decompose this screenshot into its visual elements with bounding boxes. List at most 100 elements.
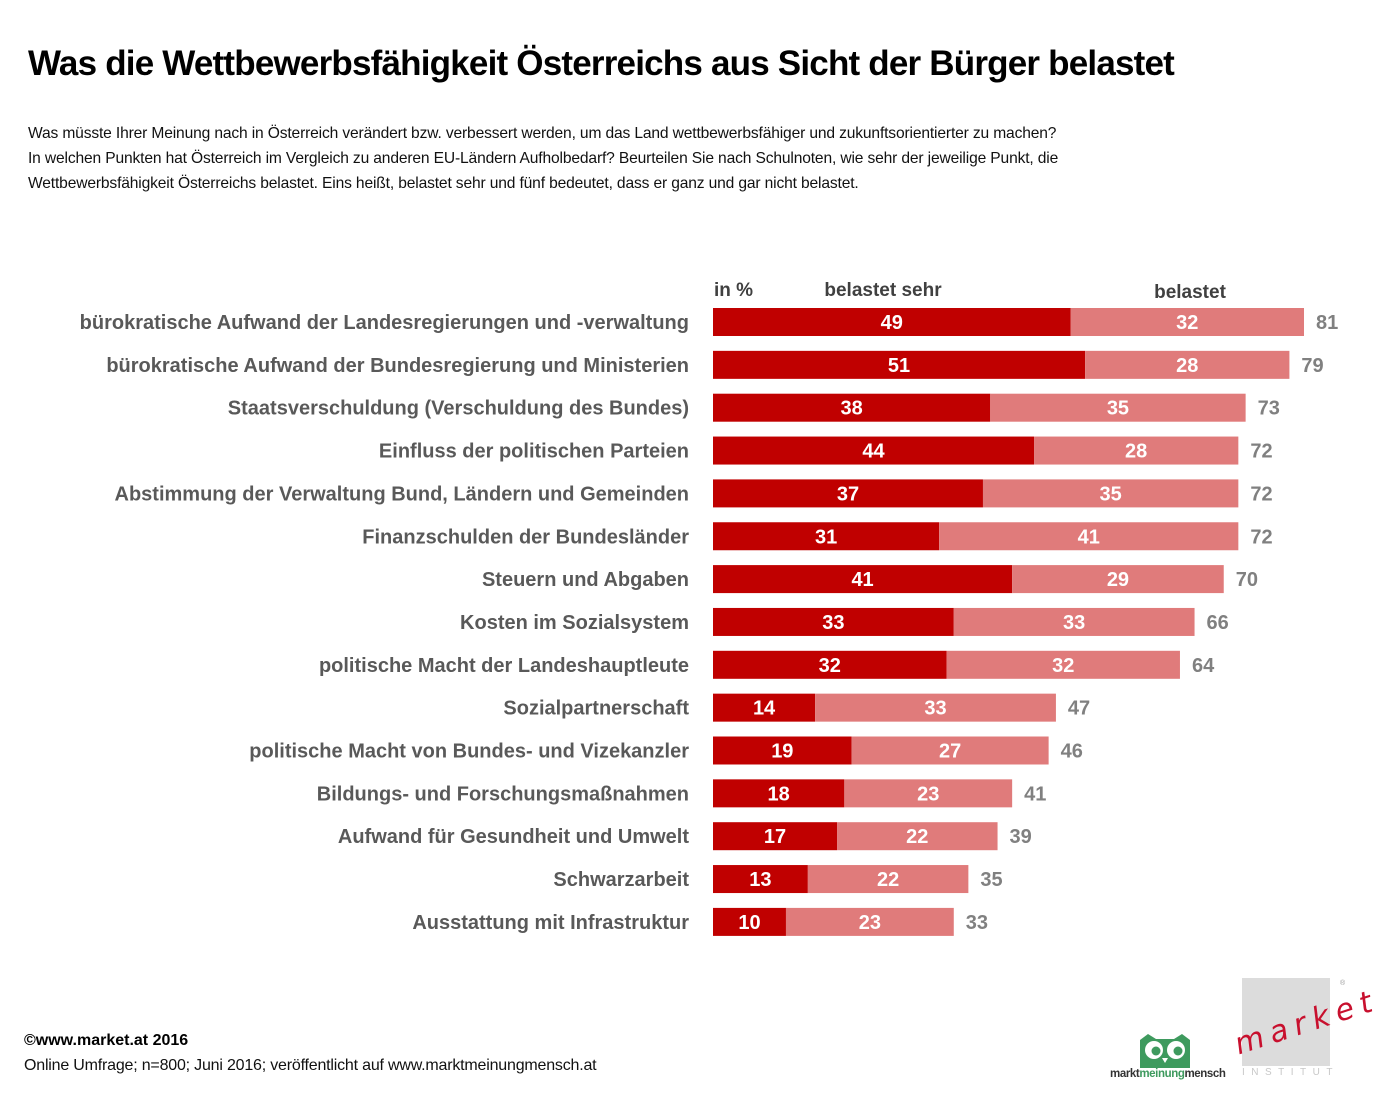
data-label-belastet-sehr: 38 (841, 398, 863, 420)
data-label-belastet: 28 (1176, 355, 1198, 377)
category-label: Schwarzarbeit (553, 869, 689, 891)
bar-belastet-sehr (713, 822, 838, 851)
data-label-total: 64 (1192, 655, 1215, 677)
bar-belastet (990, 393, 1246, 422)
bar-belastet-sehr (713, 522, 940, 551)
institut-label: INSTITUT (1242, 1067, 1339, 1078)
marktmeinungmensch-logo: marktmeinungmensch (1110, 1030, 1230, 1085)
data-label-belastet-sehr: 31 (815, 526, 837, 548)
market-institut-logo: market ® INSTITUT (1230, 975, 1383, 1085)
mmm-suffix: mensch (1184, 1068, 1226, 1080)
bar-belastet (946, 650, 1180, 679)
data-label-belastet-sehr: 19 (771, 741, 793, 763)
data-label-belastet: 35 (1100, 483, 1122, 505)
bar-belastet-sehr (713, 736, 852, 765)
data-label-belastet-sehr: 51 (888, 355, 910, 377)
data-label-belastet-sehr: 33 (822, 612, 844, 634)
legend-belastet: belastet (1154, 282, 1226, 303)
data-label-belastet-sehr: 44 (862, 441, 885, 463)
category-label: bürokratische Aufwand der Bundesregierun… (106, 355, 689, 377)
owl-icon (1140, 1034, 1190, 1068)
data-label-belastet: 33 (924, 698, 946, 720)
data-label-total: 35 (980, 869, 1002, 891)
bar-belastet (1085, 350, 1290, 379)
category-label: Bildungs- und Forschungsmaßnahmen (317, 783, 689, 805)
mmm-mid: meinung (1139, 1068, 1185, 1080)
bar-belastet (815, 693, 1056, 722)
unit-label: in % (714, 280, 753, 301)
data-label-total: 41 (1024, 783, 1046, 805)
data-label-belastet: 28 (1125, 441, 1147, 463)
data-label-belastet-sehr: 18 (768, 783, 790, 805)
category-label: bürokratische Aufwand der Landesregierun… (80, 312, 689, 334)
data-label-total: 46 (1061, 741, 1083, 763)
data-label-belastet: 22 (906, 826, 928, 848)
category-label: Sozialpartnerschaft (503, 698, 689, 720)
bar-belastet-sehr (713, 693, 816, 722)
data-label-total: 39 (1010, 826, 1032, 848)
bar-belastet (837, 822, 998, 851)
bar-belastet (1034, 436, 1239, 465)
data-label-belastet: 22 (877, 869, 899, 891)
bar-belastet-sehr (713, 650, 947, 679)
bar-belastet (785, 907, 954, 936)
category-label: Steuern und Abgaben (482, 569, 689, 591)
bar-belastet (807, 865, 969, 894)
bar-belastet-sehr (713, 779, 845, 808)
bar-belastet-sehr (713, 436, 1035, 465)
category-label: Kosten im Sozialsystem (460, 612, 689, 634)
category-label: Staatsverschuldung (Verschuldung des Bun… (228, 398, 689, 420)
chart-title: Was die Wettbewerbsfähigkeit Österreichs… (28, 44, 1175, 83)
question-line: Wettbewerbsfähigkeit Österreichs belaste… (28, 175, 859, 192)
data-label-total: 47 (1068, 698, 1090, 720)
registered-mark: ® (1340, 980, 1346, 987)
bar-belastet (939, 522, 1239, 551)
data-label-total: 73 (1258, 398, 1280, 420)
bar-belastet-sehr (713, 308, 1071, 336)
data-label-belastet-sehr: 14 (753, 698, 776, 720)
category-label: Aufwand für Gesundheit und Umwelt (338, 826, 689, 848)
data-label-belastet-sehr: 32 (819, 655, 841, 677)
data-label-total: 72 (1250, 441, 1272, 463)
data-label-belastet-sehr: 49 (881, 312, 903, 334)
legend-belastet-sehr: belastet sehr (824, 280, 942, 301)
bar-belastet-sehr (713, 479, 983, 508)
data-label-belastet: 41 (1078, 526, 1100, 548)
category-label: Einfluss der politischen Parteien (379, 441, 689, 463)
bar-belastet-sehr (713, 565, 1013, 594)
data-label-total: 33 (966, 912, 988, 934)
data-label-total: 72 (1250, 526, 1272, 548)
data-label-belastet: 32 (1052, 655, 1074, 677)
data-label-belastet: 32 (1176, 312, 1198, 334)
source-note: Online Umfrage; n=800; Juni 2016; veröff… (24, 1057, 597, 1074)
bar-belastet (1070, 308, 1304, 336)
mmm-wordmark: marktmeinungmensch (1110, 1068, 1226, 1080)
bar-belastet (1012, 565, 1224, 594)
bar-belastet-sehr (713, 350, 1086, 379)
data-label-belastet: 33 (1063, 612, 1085, 634)
data-label-belastet: 29 (1107, 569, 1129, 591)
survey-question: Was müsste Ihrer Meinung nach in Österre… (28, 121, 1368, 196)
copyright: ©www.market.at 2016 (24, 1032, 189, 1049)
bar-belastet-sehr (713, 607, 954, 636)
bar-belastet (982, 479, 1239, 508)
bar-belastet-sehr (713, 393, 991, 422)
data-label-belastet: 23 (917, 783, 939, 805)
data-label-belastet: 35 (1107, 398, 1129, 420)
data-label-total: 72 (1250, 483, 1272, 505)
category-label: politische Macht von Bundes- und Vizekan… (249, 741, 689, 763)
bar-belastet-sehr (713, 865, 808, 894)
category-label: Finanzschulden der Bundesländer (362, 526, 689, 548)
data-label-belastet: 27 (939, 741, 961, 763)
question-line: Was müsste Ihrer Meinung nach in Österre… (28, 125, 1057, 142)
logo-box (1242, 978, 1330, 1066)
data-label-belastet: 23 (859, 912, 881, 934)
bar-belastet (844, 779, 1013, 808)
mmm-prefix: markt (1110, 1068, 1140, 1080)
data-label-belastet-sehr: 10 (738, 912, 760, 934)
bar-belastet-sehr (713, 907, 786, 936)
category-label: Abstimmung der Verwaltung Bund, Ländern … (115, 483, 689, 505)
question-line: In welchen Punkten hat Österreich im Ver… (28, 150, 1059, 167)
category-label: Ausstattung mit Infrastruktur (412, 912, 689, 934)
